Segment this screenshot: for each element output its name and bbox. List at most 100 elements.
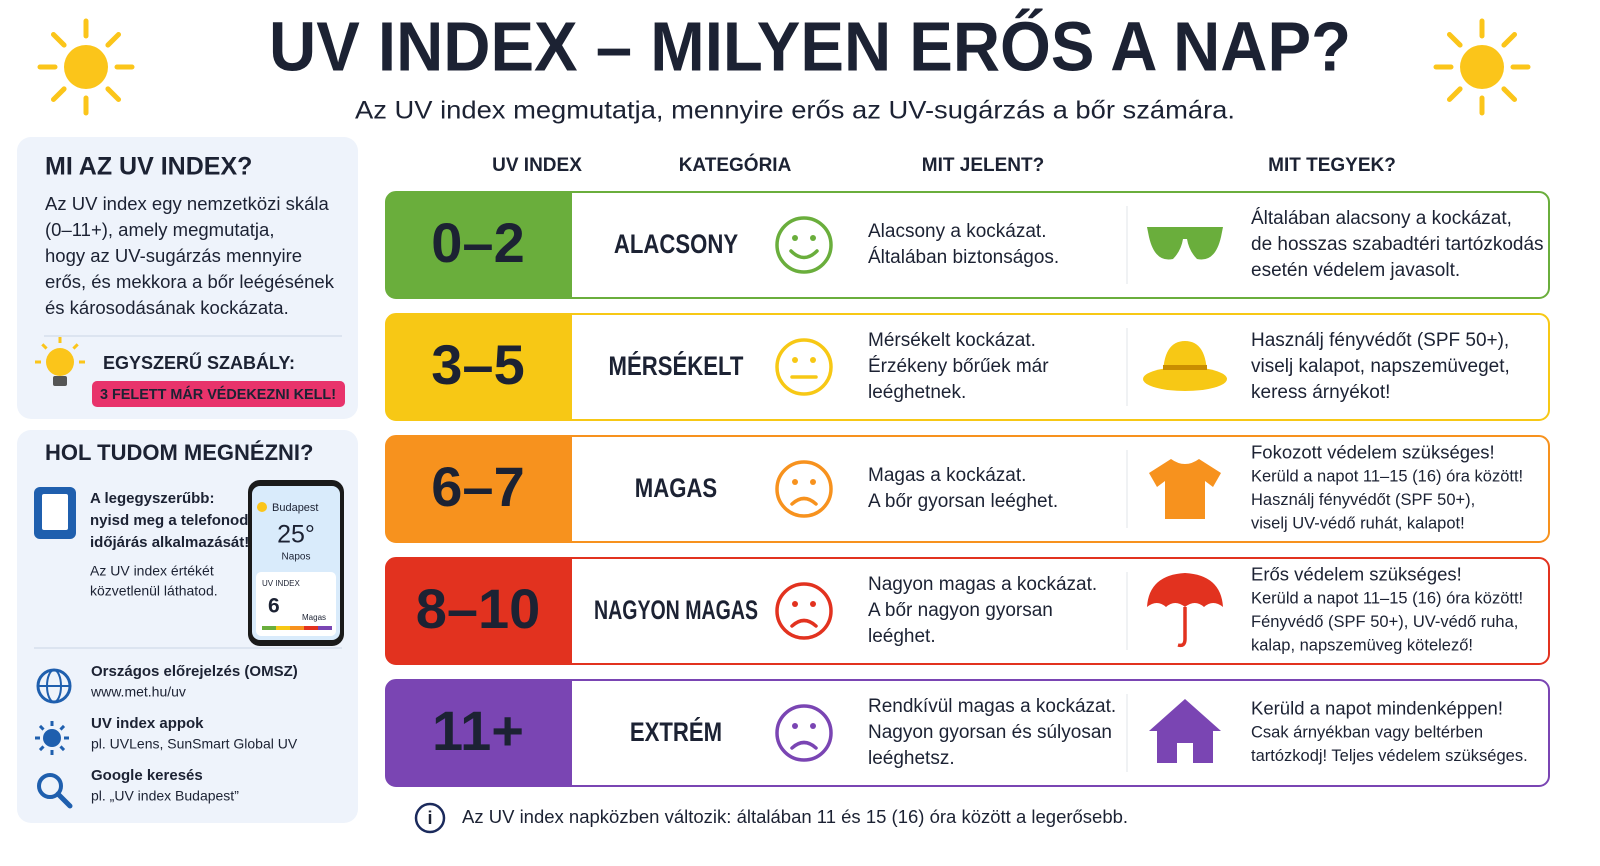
house-icon — [1149, 699, 1221, 763]
source-text: www.met.hu/uv — [90, 684, 186, 700]
umbrella-icon — [1147, 573, 1223, 607]
meaning-line: leéghet. — [868, 626, 936, 647]
phone-city: Budapest — [272, 502, 318, 514]
phone-uv-bar — [262, 626, 276, 630]
phone-uv-card — [256, 572, 336, 636]
face-icon — [775, 460, 833, 518]
sun-ray — [50, 31, 67, 48]
action-title: Fokozott védelem szükséges! — [1251, 442, 1495, 463]
sun-ray — [50, 86, 67, 103]
category: EXTRÉM — [630, 716, 722, 747]
category: ALACSONY — [614, 229, 738, 259]
category: MAGAS — [635, 473, 717, 503]
hat-band — [1163, 365, 1207, 370]
action-line: kalap, napszemüveg kötelező! — [1251, 637, 1473, 655]
face-mouth — [790, 496, 818, 506]
phone-uv-bar — [318, 626, 332, 630]
phone-uv-label: UV INDEX — [262, 579, 300, 588]
face-eye — [810, 357, 816, 363]
action-title: Kerüld a napot mindenképpen! — [1251, 697, 1503, 718]
meaning-line: Rendkívül magas a kockázat. — [868, 696, 1116, 717]
source-title: Országos előrejelzés (OMSZ) — [91, 663, 298, 680]
meaning-line: Alacsony a kockázat. — [868, 221, 1046, 242]
action-line: Kerüld a napot 11–15 (16) óra között! — [1251, 468, 1523, 486]
face-icon — [775, 216, 833, 274]
sun-ray — [105, 31, 122, 48]
bulb-ray — [41, 343, 48, 350]
phone-uv-bar — [304, 626, 318, 630]
phone-temp: 25° — [277, 521, 315, 549]
bulb-base — [53, 376, 67, 386]
sun-icon — [1460, 45, 1504, 89]
tip-bold: nyisd meg a telefonod — [90, 512, 248, 529]
info-i: i — [427, 808, 432, 828]
tshirt-icon — [1149, 459, 1221, 519]
phone-sun — [257, 502, 267, 512]
range: 11+ — [432, 699, 524, 762]
app-icon-ray — [59, 745, 66, 752]
panel-title: HOL TUDOM MEGNÉZNI? — [45, 440, 313, 465]
tip-bold: A legegyszerűbb: — [90, 490, 214, 507]
action-line: Fényvédő (SPF 50+), UV-védő ruha, — [1251, 613, 1518, 631]
bulb-ray — [72, 343, 79, 350]
source-text: pl. UVLens, SunSmart Global UV — [91, 736, 298, 752]
sun-icon — [64, 45, 108, 89]
meaning-line: leéghetsz. — [868, 748, 955, 769]
action-line: tartózkodj! Teljes védelem szükséges. — [1251, 747, 1528, 765]
rule-title: EGYSZERŰ SZABÁLY: — [103, 352, 295, 373]
category: NAGYON MAGAS — [594, 595, 758, 625]
range-block — [386, 436, 572, 542]
meaning-line: Mérsékelt kockázat. — [868, 330, 1036, 351]
range: 0–2 — [431, 211, 524, 274]
meaning-line: A bőr gyorsan leéghet. — [868, 491, 1058, 512]
phone-uv-level: Magas — [302, 613, 326, 622]
face-mouth — [790, 740, 818, 750]
face-eye — [792, 357, 798, 363]
face-icon — [775, 704, 833, 762]
meaning-line: leéghetnek. — [868, 382, 966, 403]
source-title: UV index appok — [91, 715, 204, 732]
meaning-line: Érzékeny bőrűek már — [868, 356, 1049, 377]
sun-ray — [105, 86, 122, 103]
column-header: UV INDEX — [492, 155, 582, 176]
face-eye — [792, 601, 798, 607]
face-mouth — [790, 618, 818, 628]
sun-ray — [1446, 86, 1463, 103]
title: UV INDEX – MILYEN ERŐS A NAP? — [269, 7, 1351, 85]
umbrella-handle — [1177, 607, 1187, 648]
range: 8–10 — [416, 577, 541, 640]
source-text: pl. „UV index Budapest” — [91, 788, 239, 804]
paragraph-line: erős, és mekkora a bőr leégésének — [45, 271, 335, 292]
phone-uv-bar — [276, 626, 290, 630]
paragraph-line: hogy az UV-sugárzás mennyire — [45, 245, 302, 266]
meaning-line: Magas a kockázat. — [868, 465, 1026, 486]
action-line: viselj kalapot, napszemüveget, — [1251, 356, 1510, 377]
about-panel — [17, 137, 358, 419]
action-line: Általában alacsony a kockázat, — [1251, 208, 1512, 229]
rule-badge — [92, 381, 345, 407]
app-icon-ray — [38, 745, 45, 752]
face-eye — [792, 235, 798, 241]
action-line: Használj fényvédőt (SPF 50+), — [1251, 491, 1475, 509]
column-header: KATEGÓRIA — [679, 154, 792, 176]
face-icon — [775, 582, 833, 640]
action-line: de hosszas szabadtéri tartózkodás — [1251, 234, 1544, 255]
category: MÉRSÉKELT — [609, 350, 744, 381]
info-icon — [414, 802, 446, 834]
column-header: MIT JELENT? — [922, 155, 1044, 176]
phone-uv-value: 6 — [268, 595, 280, 618]
meaning-line: Nagyon magas a kockázat. — [868, 574, 1097, 595]
search-icon — [37, 773, 63, 799]
tip-text: közvetlenül láthatod. — [90, 583, 218, 599]
face-eye — [810, 235, 816, 241]
bulb-icon — [46, 348, 74, 376]
range-block — [386, 558, 572, 664]
meaning-line: A bőr nagyon gyorsan — [868, 600, 1053, 621]
source-title: Google keresés — [91, 767, 203, 784]
meaning-line: Nagyon gyorsan és súlyosan — [868, 722, 1112, 743]
subtitle: Az UV index megmutatja, mennyire erős az… — [355, 97, 1235, 125]
action-line: Kerüld a napot 11–15 (16) óra között! — [1251, 590, 1523, 608]
face-eye — [810, 601, 816, 607]
sun-ray — [1501, 86, 1518, 103]
face-eye — [810, 723, 816, 729]
